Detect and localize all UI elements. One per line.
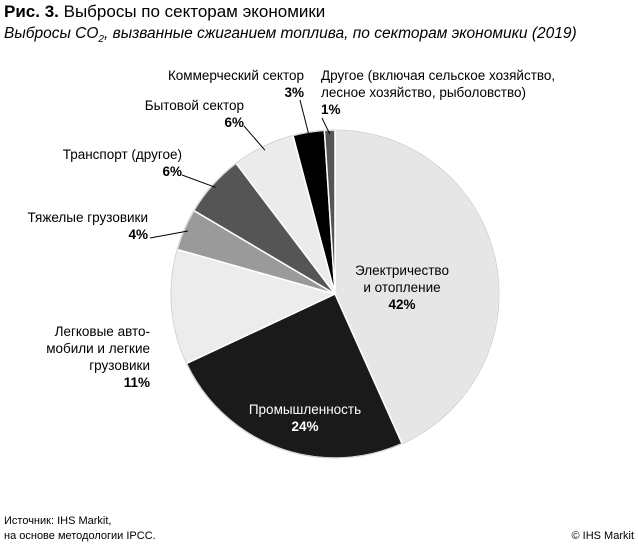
slice-label-cars: Легковые авто- мобили и легкие грузовики… (20, 323, 150, 391)
slice-pct: 42% (388, 297, 416, 312)
figure-title: Рис. 3. Выбросы по секторам экономики (4, 2, 325, 22)
slice-label-text: Транспорт (другое) (62, 147, 182, 162)
source-line: на основе методологии IPCC. (4, 530, 156, 542)
figure-title-text: Выбросы по секторам экономики (63, 2, 326, 21)
slice-pct: 24% (291, 419, 319, 434)
slice-label-text: Коммерческий сектор (167, 68, 304, 83)
leader-line-heavy-trucks (149, 230, 189, 239)
slice-label-text: Электричество (355, 263, 449, 278)
slice-label-text: лесное хозяйство, рыболовство) (321, 85, 526, 100)
slice-pct: 6% (224, 115, 244, 130)
figure-subtitle: Выбросы CO2, вызванные сжиганием топлива… (4, 24, 577, 50)
source-line: Источник: IHS Markit, (4, 515, 112, 527)
slice-label-transport-other: Транспорт (другое) 6% (30, 146, 182, 180)
slice-label-text: Бытовой сектор (144, 98, 244, 113)
slice-label-text: и отопление (363, 280, 441, 295)
slice-pct: 6% (162, 164, 182, 179)
pie-outline (170, 129, 500, 459)
slice-label-other: Другое (включая сельское хозяйство, лесн… (321, 67, 581, 118)
leader-line-transport-other (181, 174, 216, 188)
subtitle-sub: 2 (98, 34, 104, 46)
slice-label-text: Тяжелые грузовики (27, 210, 148, 225)
figure-number: Рис. 3. (4, 2, 59, 21)
slice-label-text: Промышленность (248, 402, 362, 417)
slice-pct: 3% (284, 85, 304, 100)
slice-pct: 11% (123, 375, 150, 390)
slice-label-residential: Бытовой сектор 6% (100, 97, 244, 131)
subtitle-post: , вызванные сжиганием топлива, по сектор… (103, 25, 577, 42)
leader-line-residential (243, 125, 266, 151)
slice-label-electricity: Электричество и отопление 42% (352, 262, 452, 313)
slice-label-text: грузовики (89, 358, 150, 373)
slice-pct: 4% (128, 227, 148, 242)
slice-label-commercial: Коммерческий сектор 3% (140, 67, 304, 101)
slice-pct: 1% (321, 102, 341, 117)
copyright: © IHS Markit (571, 530, 635, 542)
subtitle-pre: Выбросы CO (4, 25, 99, 42)
slice-label-text: мобили и легкие (46, 341, 150, 356)
slice-label-text: Легковые авто- (54, 324, 150, 339)
slice-label-text: Другое (включая сельское хозяйство, (321, 68, 556, 83)
source-note: Источник: IHS Markit, на основе методоло… (4, 514, 156, 544)
slice-label-heavy-trucks: Тяжелые грузовики 4% (0, 209, 148, 243)
leader-line-other (321, 117, 331, 135)
leader-line-commercial (299, 99, 310, 137)
slice-label-industry: Промышленность 24% (240, 401, 370, 435)
